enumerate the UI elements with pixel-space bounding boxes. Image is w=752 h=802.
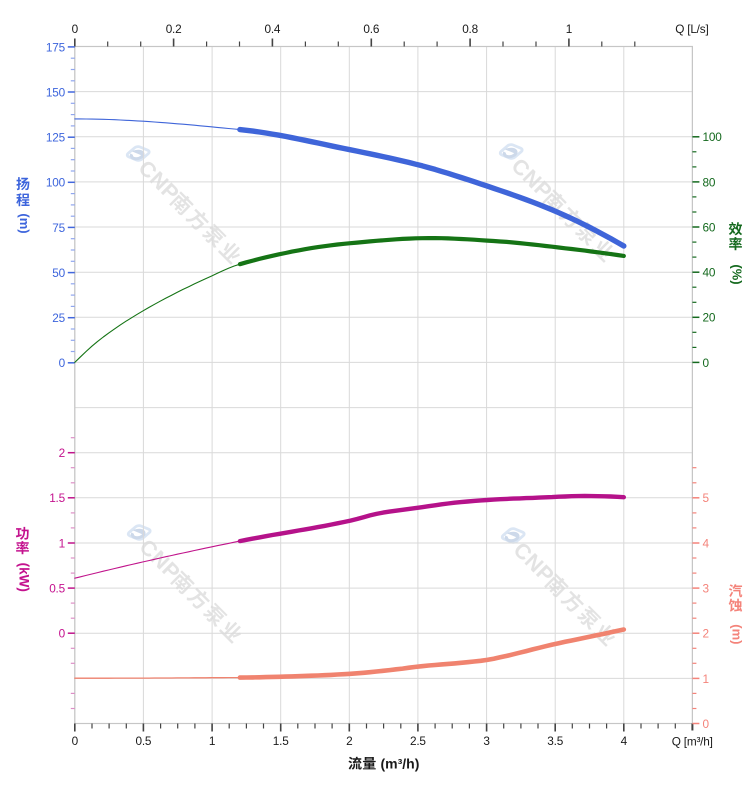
svg-text:125: 125 [46, 131, 66, 145]
svg-text:175: 175 [46, 40, 66, 54]
svg-text:2: 2 [346, 734, 352, 748]
svg-text:3.5: 3.5 [547, 734, 563, 748]
svg-text:100: 100 [703, 130, 723, 144]
svg-text:(m³/h): (m³/h) [381, 756, 420, 772]
svg-text:0: 0 [72, 734, 79, 748]
svg-text:(m): (m) [17, 213, 32, 233]
svg-text:2: 2 [703, 627, 709, 641]
svg-text:(kW): (kW) [17, 563, 32, 592]
svg-text:0: 0 [72, 22, 79, 36]
svg-text:0.4: 0.4 [264, 22, 280, 36]
svg-text:2.5: 2.5 [410, 734, 426, 748]
svg-text:1: 1 [209, 734, 215, 748]
svg-text:0: 0 [703, 356, 710, 370]
svg-text:0.2: 0.2 [166, 22, 182, 36]
svg-text:0.5: 0.5 [135, 734, 151, 748]
svg-text:50: 50 [52, 266, 65, 280]
svg-text:25: 25 [52, 311, 65, 325]
svg-text:100: 100 [46, 176, 66, 190]
svg-text:0: 0 [59, 356, 66, 370]
svg-text:Q [m³/h]: Q [m³/h] [672, 734, 713, 748]
svg-text:75: 75 [52, 221, 65, 235]
svg-text:0.6: 0.6 [363, 22, 379, 36]
svg-text:3: 3 [483, 734, 490, 748]
svg-text:4: 4 [703, 536, 710, 550]
svg-text:0.8: 0.8 [462, 22, 478, 36]
svg-text:2: 2 [59, 446, 65, 460]
svg-text:5: 5 [703, 491, 710, 505]
svg-text:3: 3 [703, 582, 710, 596]
svg-text:Q [L/s]: Q [L/s] [675, 22, 708, 36]
svg-text:4: 4 [621, 734, 628, 748]
svg-text:0: 0 [59, 627, 66, 641]
svg-text:150: 150 [46, 85, 66, 99]
svg-text:40: 40 [703, 266, 716, 280]
svg-text:0.5: 0.5 [49, 582, 65, 596]
svg-text:1.5: 1.5 [273, 734, 289, 748]
svg-text:1: 1 [59, 536, 65, 550]
svg-text:60: 60 [703, 220, 716, 234]
svg-text:0: 0 [703, 717, 710, 731]
svg-text:(%): (%) [730, 264, 745, 284]
svg-text:1.5: 1.5 [49, 491, 65, 505]
svg-text:1: 1 [703, 672, 709, 686]
svg-text:80: 80 [703, 175, 716, 189]
svg-text:(m): (m) [730, 624, 745, 644]
svg-text:1: 1 [566, 22, 572, 36]
svg-text:20: 20 [703, 311, 716, 325]
